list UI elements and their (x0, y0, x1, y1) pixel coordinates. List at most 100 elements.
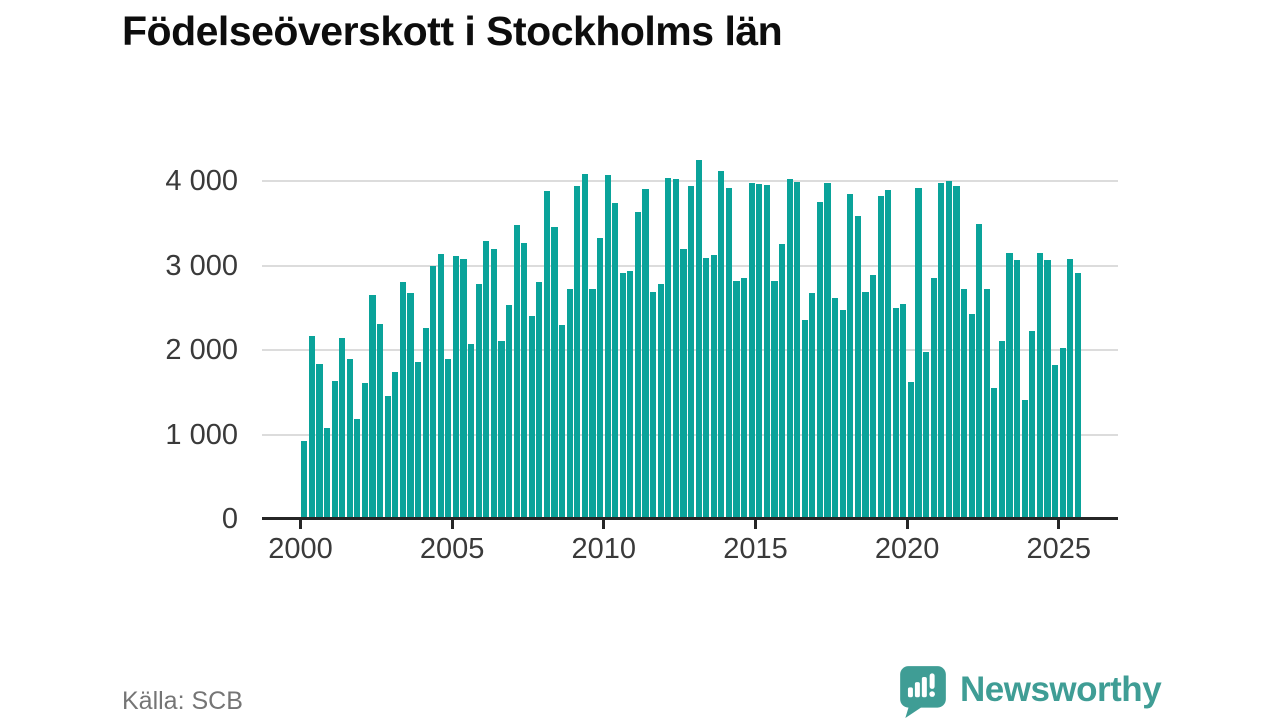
bar-quarter-98 (1044, 260, 1051, 519)
bar-quarter-68 (816, 202, 824, 519)
x-tick-marks (262, 520, 1118, 530)
x-tick-label-2010: 2010 (571, 533, 637, 565)
bar-quarter-60 (756, 184, 763, 519)
bar-quarter-46 (650, 291, 657, 519)
bar-quarter-47 (657, 284, 664, 519)
bar-quarter-43 (627, 271, 634, 519)
exclamation-bar-glyph (929, 673, 935, 689)
bar-quarter-89 (976, 224, 983, 519)
bar-quarter-42 (619, 273, 626, 519)
x-tick-2000 (299, 520, 302, 529)
bar-quarter-1 (308, 336, 315, 519)
bar-quarter-33 (551, 226, 558, 519)
x-axis-line (262, 517, 1118, 520)
bar-quarter-94 (1014, 260, 1021, 519)
bar-quarter-62 (771, 280, 778, 519)
bar-quarter-63 (778, 244, 786, 519)
bar-quarter-70 (832, 297, 839, 519)
bar-quarter-4 (331, 380, 338, 519)
bar-quarter-45 (642, 189, 649, 519)
bar-quarter-49 (672, 178, 679, 519)
bar-quarter-23 (475, 283, 482, 519)
x-tick-label-2000: 2000 (268, 533, 333, 565)
y-tick-label-0: 0 (221, 503, 238, 535)
bar-glyph-3 (921, 676, 927, 698)
bar-quarter-22 (468, 344, 475, 519)
plot-area (262, 150, 1118, 519)
bar-quarter-21 (460, 259, 467, 519)
bar-quarter-15 (414, 362, 422, 519)
bar-quarter-0 (301, 440, 308, 519)
bar-quarter-10 (377, 324, 384, 519)
bar-quarter-34 (559, 325, 566, 519)
bar-quarter-102 (1074, 273, 1081, 519)
bar-quarter-75 (869, 274, 877, 519)
bar-quarter-32 (543, 191, 551, 519)
bar-quarter-31 (536, 281, 543, 519)
bar-quarter-11 (384, 396, 391, 519)
bar-quarter-61 (763, 185, 770, 519)
x-tick-2005 (450, 520, 454, 529)
bar-quarter-20 (452, 255, 460, 519)
bar-quarter-35 (566, 289, 573, 519)
bar-quarter-39 (596, 238, 604, 519)
y-tick-label-4000: 4 000 (165, 165, 238, 198)
y-tick-label-1000: 1 000 (165, 418, 238, 451)
bar-quarter-69 (824, 183, 831, 519)
x-tick-label-2005: 2005 (419, 533, 485, 565)
bar-quarter-16 (422, 327, 429, 519)
bar-quarter-65 (794, 181, 801, 519)
brand-name: Newsworthy (960, 670, 1162, 709)
x-tick-label-2020: 2020 (874, 533, 940, 565)
bar-quarter-53 (703, 257, 710, 519)
bar-quarter-36 (574, 185, 581, 519)
y-tick-labels: 0 1 000 2 000 3 000 4 000 (98, 0, 238, 720)
bar-quarter-101 (1067, 258, 1074, 519)
bar-quarter-56 (725, 187, 733, 519)
bar-quarter-59 (748, 182, 755, 519)
bar-quarter-13 (399, 281, 406, 519)
bar-quarter-6 (346, 359, 353, 519)
bar-quarter-95 (1021, 399, 1028, 519)
bar-quarter-5 (339, 338, 346, 519)
bar-quarter-37 (581, 174, 588, 519)
x-tick-2010 (602, 520, 606, 529)
bar-quarter-58 (741, 277, 748, 519)
x-tick-labels: 2000 2005 2010 2015 2020 2025 (262, 533, 1118, 567)
bar-quarter-73 (854, 216, 861, 519)
bar-quarter-24 (483, 241, 490, 519)
bar-quarter-97 (1036, 252, 1043, 519)
bar-quarter-80 (907, 382, 915, 519)
bar-quarter-90 (983, 289, 990, 519)
bar-quarter-100 (1059, 347, 1066, 519)
bar-quarter-93 (1006, 252, 1013, 519)
newsworthy-logo: Newsworthy (898, 664, 1162, 718)
bar-quarter-64 (786, 178, 793, 519)
bar-quarter-7 (354, 419, 361, 519)
bar-quarter-44 (634, 212, 642, 519)
bar-quarter-86 (953, 185, 960, 519)
bar-quarter-28 (513, 224, 520, 519)
bar-quarter-18 (437, 253, 444, 519)
logo-speech-bubble-icon (900, 666, 946, 718)
bar-quarter-12 (392, 371, 399, 519)
bar-glyph-2 (914, 682, 920, 698)
bar-quarter-71 (839, 310, 846, 519)
exclamation-dot-glyph (929, 691, 935, 697)
bar-quarter-52 (695, 160, 702, 519)
x-tick-2015 (753, 520, 757, 529)
bar-quarter-38 (589, 289, 596, 519)
bar-quarter-30 (528, 315, 535, 519)
bar-quarter-88 (968, 313, 975, 519)
bar-quarter-84 (938, 182, 945, 519)
bar-quarter-81 (915, 187, 922, 519)
bar-quarter-72 (847, 194, 854, 519)
bar-quarter-19 (445, 358, 452, 519)
bar-quarter-99 (1051, 365, 1059, 519)
bar-quarter-51 (687, 186, 695, 519)
bar-quarter-82 (923, 352, 930, 519)
gridline-4000 (262, 180, 1118, 183)
bar-quarter-54 (710, 255, 717, 519)
chart-title: Födelseöverskott i Stockholms län (122, 8, 783, 54)
